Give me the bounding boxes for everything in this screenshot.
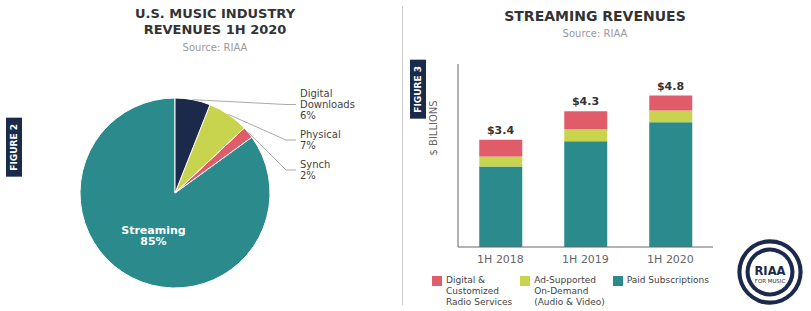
html-text:Digital & Customized Radio Ser: Digital & Customized Radio Services xyxy=(446,275,513,307)
svg-text:1H 2019: 1H 2019 xyxy=(562,253,609,266)
svg-text:$4.8: $4.8 xyxy=(657,80,684,93)
svg-text:Synch2%: Synch2% xyxy=(300,159,330,181)
html-text:Ad-Supported On-Demand (Audio: Ad-Supported On-Demand (Audio & Video) xyxy=(534,275,605,307)
svg-text:1H 2020: 1H 2020 xyxy=(647,253,694,266)
html-text:Paid Subscriptions: Paid Subscriptions xyxy=(626,275,709,285)
html-text:FIGURE 2: FIGURE 2 xyxy=(9,124,19,171)
html-text:FIGURE 3: FIGURE 3 xyxy=(413,66,423,113)
html-text:Source: RIAA: Source: RIAA xyxy=(562,28,628,39)
svg-text:$ BILLIONS: $ BILLIONS xyxy=(428,100,439,155)
svg-text:DigitalDownloads6%: DigitalDownloads6% xyxy=(300,88,355,121)
svg-text:FOR MUSIC: FOR MUSIC xyxy=(755,278,786,284)
html-text:U.S. MUSIC INDUSTRY REVENUES 1: U.S. MUSIC INDUSTRY REVENUES 1H 2020 xyxy=(135,6,295,37)
html-text:STREAMING REVENUES: STREAMING REVENUES xyxy=(504,8,686,24)
html-text:Source: RIAA: Source: RIAA xyxy=(182,42,248,53)
svg-text:Streaming85%: Streaming85% xyxy=(121,223,185,247)
svg-text:$4.3: $4.3 xyxy=(572,95,599,108)
svg-text:Physical7%: Physical7% xyxy=(300,129,341,151)
svg-text:1H 2018: 1H 2018 xyxy=(477,253,524,266)
svg-text:$3.4: $3.4 xyxy=(487,124,514,137)
svg-text:RIAA: RIAA xyxy=(754,264,785,278)
